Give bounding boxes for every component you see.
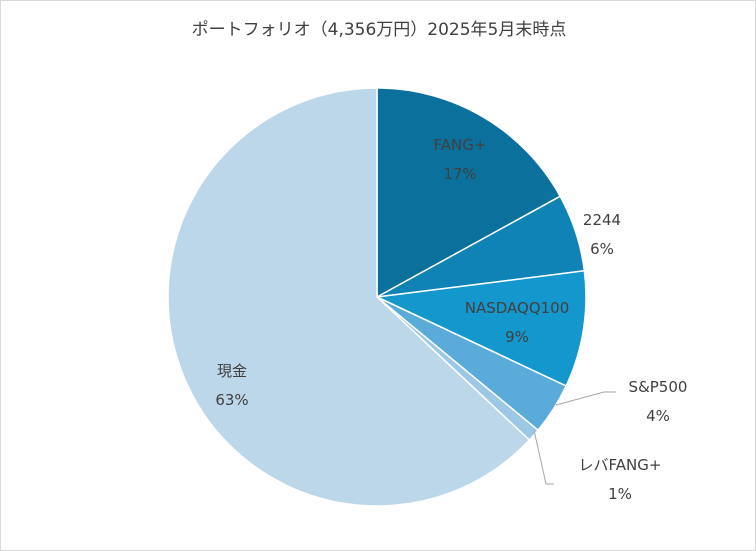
leader-line: [533, 429, 554, 485]
slice-label: NASDAQQ100: [465, 299, 570, 317]
slice-label: S&P500: [629, 378, 688, 396]
slice-percent-label: 6%: [590, 240, 614, 258]
slice-percent-label: 4%: [646, 407, 670, 425]
pie-slice: [167, 87, 531, 507]
leader-line: [555, 391, 616, 406]
slice-percent-label: 17%: [443, 165, 476, 183]
chart-title: ポートフォリオ（4,356万円）2025年5月末時点: [191, 20, 567, 40]
slice-label: FANG+: [434, 136, 487, 154]
slice-label: 2244: [583, 211, 621, 229]
slice-label: 現金: [217, 362, 247, 380]
pie-slice: [376, 87, 562, 299]
pie-slice: [374, 269, 587, 387]
slice-label: レバFANG+: [579, 456, 662, 474]
slice-percent-label: 9%: [505, 328, 529, 346]
slice-percent-label: 1%: [608, 485, 632, 503]
slice-percent-label: 63%: [215, 391, 248, 409]
